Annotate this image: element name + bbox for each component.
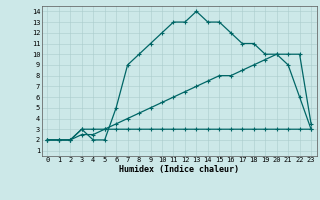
- X-axis label: Humidex (Indice chaleur): Humidex (Indice chaleur): [119, 165, 239, 174]
